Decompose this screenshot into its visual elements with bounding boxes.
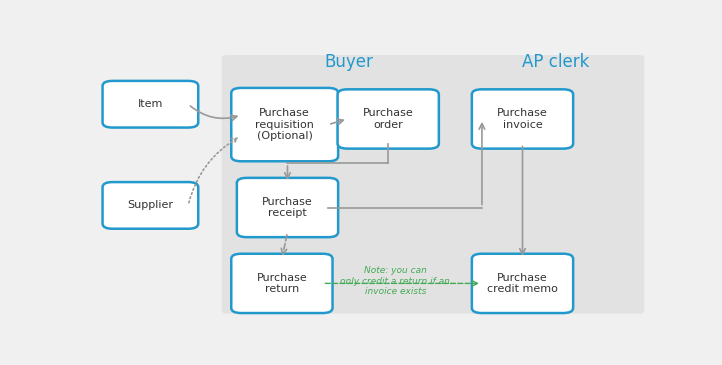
FancyBboxPatch shape	[103, 81, 199, 127]
Text: Purchase
return: Purchase return	[256, 273, 308, 294]
Text: Purchase
invoice: Purchase invoice	[497, 108, 548, 130]
Text: Purchase
order: Purchase order	[363, 108, 414, 130]
Text: Purchase
receipt: Purchase receipt	[262, 197, 313, 218]
FancyBboxPatch shape	[231, 88, 338, 161]
Text: Purchase
credit memo: Purchase credit memo	[487, 273, 558, 294]
Text: Note: you can
only credit a return if an
invoice exists: Note: you can only credit a return if an…	[340, 266, 450, 296]
FancyBboxPatch shape	[231, 254, 333, 313]
FancyBboxPatch shape	[468, 55, 644, 314]
FancyBboxPatch shape	[472, 89, 573, 149]
FancyBboxPatch shape	[237, 178, 338, 237]
FancyBboxPatch shape	[103, 182, 199, 229]
Text: Item: Item	[138, 99, 163, 109]
FancyBboxPatch shape	[222, 55, 477, 314]
Text: Purchase
requisition
(Optional): Purchase requisition (Optional)	[256, 108, 314, 141]
Text: AP clerk: AP clerk	[523, 53, 590, 71]
FancyBboxPatch shape	[472, 254, 573, 313]
Text: Supplier: Supplier	[127, 200, 173, 210]
Text: Buyer: Buyer	[325, 53, 373, 71]
FancyBboxPatch shape	[338, 89, 439, 149]
